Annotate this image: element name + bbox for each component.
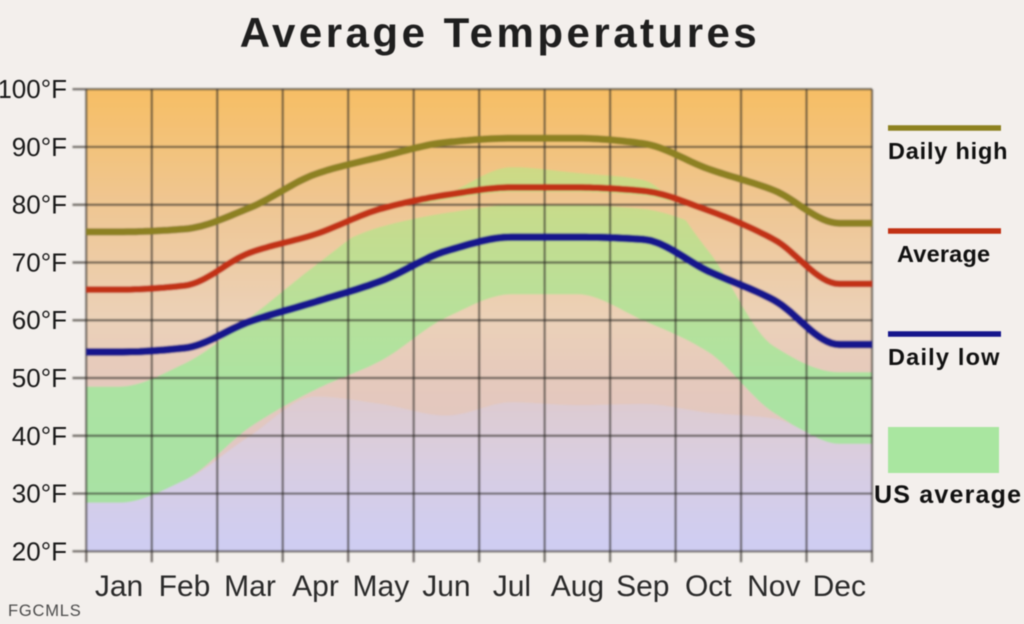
svg-text:Nov: Nov — [747, 570, 800, 603]
svg-text:Daily low: Daily low — [888, 344, 1001, 370]
svg-text:Average: Average — [897, 241, 990, 267]
svg-text:30°F: 30°F — [12, 479, 67, 509]
svg-text:Oct: Oct — [685, 570, 732, 603]
svg-text:60°F: 60°F — [12, 305, 67, 335]
svg-text:Aug: Aug — [551, 570, 604, 603]
svg-text:Jul: Jul — [493, 570, 531, 603]
svg-text:90°F: 90°F — [12, 132, 67, 162]
svg-text:US average: US average — [874, 481, 1022, 509]
svg-text:20°F: 20°F — [12, 536, 67, 566]
svg-text:50°F: 50°F — [12, 363, 67, 393]
svg-text:100°F: 100°F — [0, 74, 67, 104]
svg-text:Apr: Apr — [292, 570, 339, 603]
svg-text:Dec: Dec — [813, 570, 866, 603]
svg-text:Feb: Feb — [159, 570, 211, 603]
svg-text:Daily high: Daily high — [888, 138, 1008, 164]
svg-text:Mar: Mar — [224, 570, 276, 603]
svg-text:Sep: Sep — [616, 570, 669, 603]
svg-text:May: May — [353, 570, 410, 603]
svg-text:40°F: 40°F — [12, 421, 67, 451]
svg-text:Jan: Jan — [95, 570, 143, 603]
svg-text:Average Temperatures: Average Temperatures — [240, 9, 761, 56]
svg-text:Jun: Jun — [422, 570, 470, 603]
svg-text:FGCMLS: FGCMLS — [8, 602, 82, 620]
svg-text:70°F: 70°F — [12, 248, 67, 278]
svg-text:80°F: 80°F — [12, 190, 67, 220]
